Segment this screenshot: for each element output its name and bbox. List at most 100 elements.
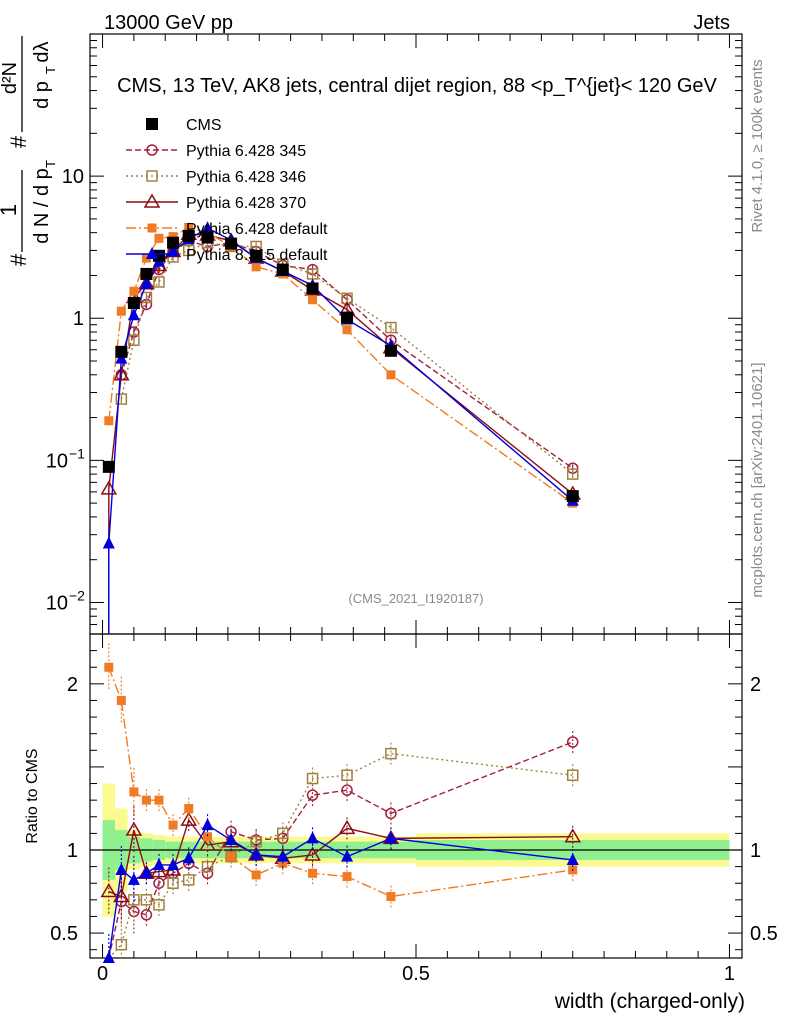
series-point — [182, 851, 195, 864]
series-p6def — [104, 222, 578, 908]
series-point — [146, 170, 158, 182]
series-point — [201, 818, 214, 831]
mcplots-label: mcplots.cern.ch [arXiv:2401.10621] — [749, 362, 766, 597]
legend-item-p8def: Pythia 8.315 default — [126, 247, 328, 264]
series-point — [566, 468, 579, 480]
y-tick-label: 10 — [62, 166, 84, 188]
series-point — [251, 262, 261, 272]
series-point — [385, 747, 397, 760]
series-line-p345 — [120, 240, 574, 469]
series-line-p8def — [108, 227, 574, 634]
cms-point — [152, 249, 165, 262]
series-point — [199, 836, 216, 851]
series-point — [203, 832, 213, 842]
category-label: Jets — [693, 12, 730, 34]
ratio-line-p370 — [108, 818, 573, 898]
series-point — [226, 852, 236, 862]
series-point — [143, 193, 161, 208]
ratio-line-p345 — [108, 741, 573, 959]
series-point — [104, 416, 114, 426]
series-point — [251, 870, 261, 880]
series-point — [146, 247, 158, 259]
series-point — [167, 877, 179, 889]
cms-point — [167, 236, 180, 249]
series-point — [342, 325, 352, 335]
series-point — [341, 849, 354, 862]
series-point — [140, 894, 153, 906]
series-point — [184, 803, 194, 813]
ratio-line-p346 — [108, 752, 573, 959]
series-cms — [102, 229, 579, 503]
series-point — [306, 789, 319, 801]
series-point — [115, 393, 128, 405]
ratio-axis-label: Ratio to CMS — [24, 748, 41, 843]
legend-label: Pythia 6.428 370 — [186, 195, 306, 212]
cms-point — [201, 231, 214, 244]
svg-text:1: 1 — [0, 204, 21, 216]
series-point — [140, 866, 153, 879]
series-point — [168, 820, 178, 830]
series-point — [147, 223, 157, 233]
x-axis-label: width (charged-only) — [554, 990, 745, 1013]
cms-point — [384, 344, 397, 357]
y-tick-label: 1 — [73, 308, 84, 330]
legend-item-p370: Pythia 6.428 370 — [126, 193, 306, 212]
legend-item-p346: Pythia 6.428 346 — [126, 169, 306, 186]
x-tick-label: 0.5 — [402, 963, 430, 985]
svg-text:#: # — [6, 253, 31, 266]
series-line-p6def — [108, 226, 574, 504]
svg-text:d²N: d²N — [0, 62, 21, 94]
series-point — [115, 862, 128, 875]
watermark: (CMS_2021_I1920187) — [348, 591, 483, 606]
series-point — [277, 827, 289, 840]
series-point — [168, 232, 178, 242]
y-tick-label-exponent: −2 — [69, 587, 85, 603]
series-point — [115, 938, 128, 951]
series-point — [180, 811, 198, 826]
series-point — [146, 144, 158, 156]
series-line-p370 — [108, 233, 574, 634]
y-tick-label: 10 — [46, 450, 68, 472]
series-point — [338, 819, 356, 835]
svg-text:d p: d p — [31, 81, 53, 109]
cms-point — [566, 490, 579, 503]
legend-item-cms: CMS — [146, 117, 222, 134]
series-point — [127, 308, 140, 321]
rivet-label: Rivet 4.1.0, ≥ 100k events — [749, 59, 766, 232]
series-point — [385, 807, 397, 820]
legend-label: CMS — [186, 117, 222, 134]
svg-text:T: T — [43, 66, 58, 74]
series-point — [154, 233, 164, 243]
y-tick-label: 10 — [46, 592, 68, 614]
cms-point — [276, 263, 289, 276]
ratio-tick-label: 1 — [67, 840, 78, 862]
series-point — [100, 883, 118, 898]
series-point — [153, 276, 165, 288]
cms-point — [182, 229, 195, 242]
series-point — [182, 874, 195, 886]
legend-label: Pythia 6.428 345 — [186, 143, 306, 160]
series-point — [104, 662, 114, 672]
cms-point — [225, 237, 238, 250]
series-point — [141, 795, 151, 805]
series-point — [201, 221, 214, 234]
legend-label: Pythia 6.428 default — [186, 221, 328, 238]
series-point — [308, 295, 318, 305]
ratio-tick-label-right: 0.5 — [750, 923, 778, 945]
series-point — [116, 306, 126, 316]
series-point — [566, 736, 579, 748]
series-point — [129, 787, 139, 797]
ratio-tick-label: 2 — [67, 674, 78, 696]
ratio-tick-label-right: 2 — [750, 674, 761, 696]
series-point — [129, 286, 139, 296]
energy-label: 13000 GeV pp — [104, 12, 233, 34]
cms-point — [102, 460, 115, 473]
legend-label: Pythia 6.428 346 — [186, 169, 306, 186]
series-point — [201, 860, 214, 873]
series-point — [566, 769, 579, 781]
cms-point — [115, 345, 128, 358]
ratio-tick-label-right: 1 — [750, 840, 761, 862]
series-point — [386, 370, 396, 380]
series-point — [306, 831, 319, 844]
series-point — [386, 892, 396, 902]
